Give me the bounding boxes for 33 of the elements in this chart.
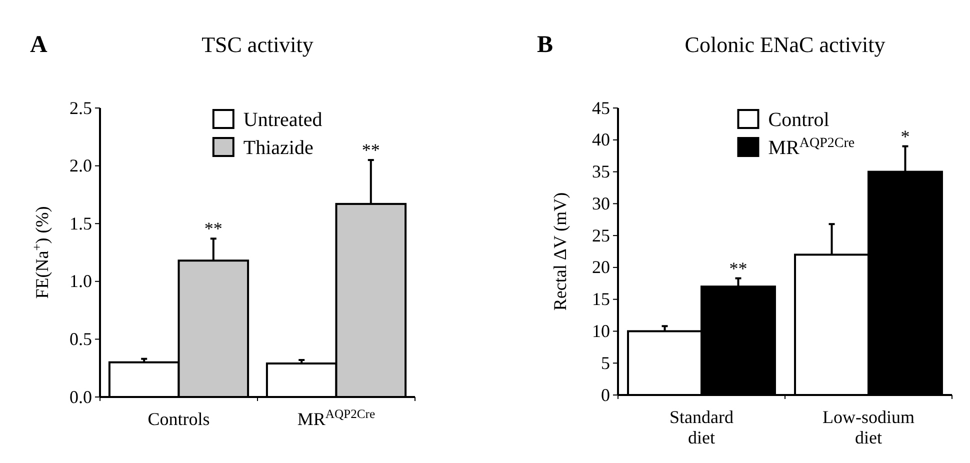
legend-label: Thiazide <box>243 137 314 159</box>
annotation: ** <box>729 258 748 278</box>
legend-label: Untreated <box>243 109 322 131</box>
y-tick-label: 0.0 <box>70 386 92 407</box>
y-tick-label: 40 <box>592 130 610 150</box>
y-tick-label: 10 <box>592 320 610 341</box>
annotation: * <box>900 126 910 146</box>
y-tick-label: 35 <box>592 162 610 182</box>
y-tick-label: 45 <box>592 98 610 118</box>
y-tick-label: 25 <box>592 225 610 246</box>
chart-title: Colonic ENaC activity <box>684 32 886 57</box>
x-tick-label: MR$^{AQP2Cre}$ <box>297 407 376 429</box>
y-tick-label: 2.5 <box>70 98 92 118</box>
y-tick-label: 30 <box>592 193 610 214</box>
annotation: ** <box>204 218 222 239</box>
y-tick-label: 2.0 <box>70 156 92 176</box>
y-tick-label: 1.5 <box>70 213 92 234</box>
text: A <box>30 32 48 58</box>
x-tick-label: Standard diet <box>670 407 734 448</box>
legend-label: MR$^{AQP2Cre}$ <box>768 136 855 159</box>
y-axis-title: Rectal ΔV (mV) <box>550 192 570 311</box>
y-tick-label: 5 <box>601 352 610 373</box>
legend-label: Control <box>768 109 830 131</box>
annotation: ** <box>362 140 380 160</box>
y-tick-label: 0.5 <box>70 328 92 349</box>
y-tick-label: 1.0 <box>70 271 92 292</box>
text: B <box>537 32 554 58</box>
y-tick-label: 15 <box>592 289 610 310</box>
y-tick-label: 20 <box>592 257 610 278</box>
x-tick-label: Low-sodium diet <box>822 407 914 448</box>
x-tick-label: Controls <box>148 409 210 429</box>
chart-title: TSC activity <box>202 32 314 57</box>
y-tick-label: 0 <box>601 384 610 405</box>
